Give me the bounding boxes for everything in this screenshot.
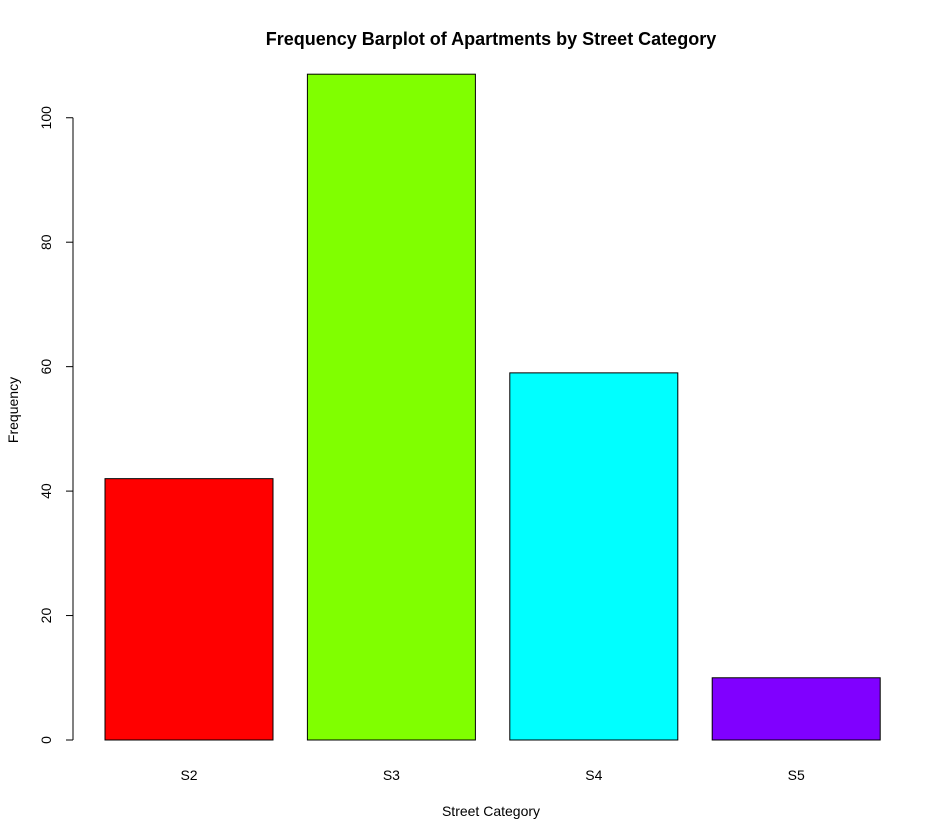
y-tick-label-80: 80 (38, 234, 54, 250)
x-tick-label-s3: S3 (383, 767, 400, 783)
x-axis-tick-labels: S2 S3 S4 S5 (180, 767, 805, 783)
y-tick-label-100: 100 (38, 106, 54, 130)
x-tick-label-s2: S2 (180, 767, 197, 783)
x-axis-label: Street Category (442, 803, 540, 819)
y-tick-label-60: 60 (38, 359, 54, 375)
chart-title: Frequency Barplot of Apartments by Stree… (266, 29, 716, 49)
y-tick-label-0: 0 (38, 736, 54, 744)
bar-s5 (711, 677, 881, 741)
x-tick-label-s5: S5 (788, 767, 805, 783)
bar-s2 (104, 478, 274, 741)
y-tick-label-40: 40 (38, 483, 54, 499)
bar-s4 (509, 372, 679, 741)
y-axis-label: Frequency (5, 377, 21, 443)
bars (104, 73, 881, 741)
y-tick-label-20: 20 (38, 608, 54, 624)
bar-s3 (306, 73, 476, 741)
x-tick-label-s4: S4 (585, 767, 602, 783)
y-axis: 0 20 40 60 80 100 (38, 106, 74, 744)
